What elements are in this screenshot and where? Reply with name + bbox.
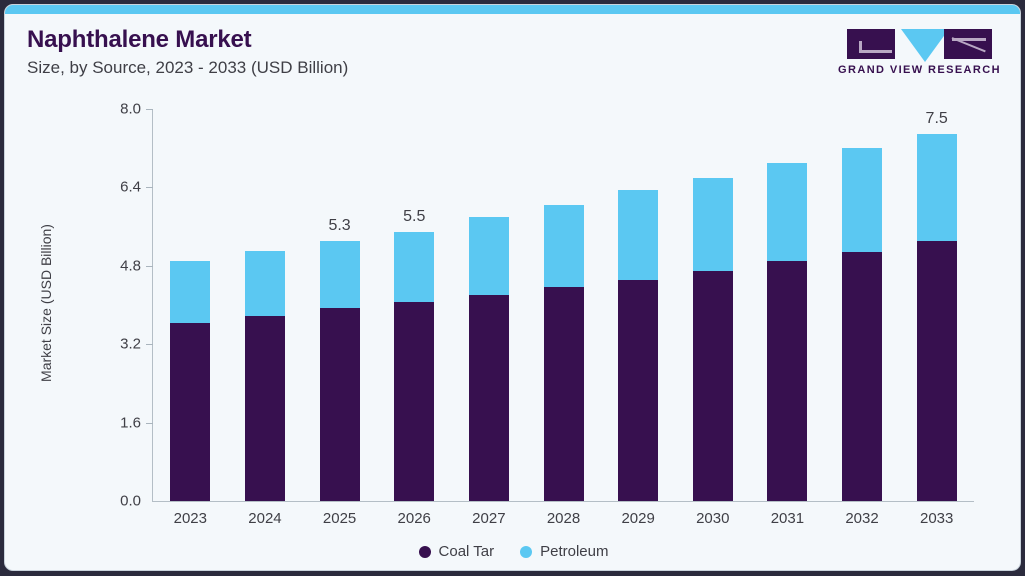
y-axis-tick-label: 3.2 xyxy=(120,335,141,353)
y-axis-tick-label: 0.0 xyxy=(120,492,141,510)
legend-swatch-icon xyxy=(520,545,533,558)
page-title: Naphthalene Market xyxy=(27,26,252,53)
x-axis-tick-label: 2025 xyxy=(322,510,357,527)
bar-group[interactable] xyxy=(468,216,509,501)
page-subtitle: Size, by Source, 2023 - 2033 (USD Billio… xyxy=(27,58,349,77)
y-axis-tick-mark xyxy=(146,265,153,267)
bar-segment-petroleum[interactable] xyxy=(618,189,659,280)
logo-g-block-icon xyxy=(847,29,895,59)
bar-segment-petroleum[interactable] xyxy=(842,148,883,252)
bar-group[interactable] xyxy=(618,189,659,501)
x-axis-tick-label: 2031 xyxy=(770,510,805,527)
y-axis-tick-label: 4.8 xyxy=(120,257,141,275)
bar-segment-coal-tar[interactable] xyxy=(319,308,360,501)
bar-segment-petroleum[interactable] xyxy=(244,251,285,316)
bar-segment-coal-tar[interactable] xyxy=(767,261,808,501)
bar-group[interactable]: 5.5 xyxy=(394,208,435,501)
x-axis-tick-label: 2028 xyxy=(546,510,581,527)
legend-item-petroleum[interactable]: Petroleum xyxy=(520,543,608,560)
x-axis-tick-label: 2026 xyxy=(397,510,431,527)
bar-segment-coal-tar[interactable] xyxy=(692,270,733,501)
legend-label: Petroleum xyxy=(540,543,609,560)
bar-segment-petroleum[interactable] xyxy=(916,133,957,242)
x-axis-tick-label: 2032 xyxy=(845,510,879,527)
bar-segment-coal-tar[interactable] xyxy=(916,241,957,501)
chart-card: Naphthalene Market Size, by Source, 2023… xyxy=(4,4,1021,571)
x-axis-tick-label: 2023 xyxy=(173,510,207,527)
y-axis-tick-mark xyxy=(146,187,153,189)
y-axis-tick-label: 6.4 xyxy=(120,178,141,196)
legend-swatch-icon xyxy=(418,545,431,558)
y-axis-tick-mark xyxy=(146,422,153,424)
bar-segment-petroleum[interactable] xyxy=(394,231,435,302)
x-axis-line xyxy=(152,501,974,502)
bar-segment-coal-tar[interactable] xyxy=(244,315,285,501)
accent-top-bar xyxy=(5,5,1020,14)
chart-plot-area: Market Size (USD Billion) 0.0 1.6 3.2 4.8 6.… xyxy=(5,5,1020,570)
bar-segment-coal-tar[interactable] xyxy=(170,322,211,501)
legend-item-coal-tar[interactable]: Coal Tar xyxy=(418,543,495,560)
bar-group[interactable] xyxy=(842,148,883,501)
y-axis-line xyxy=(152,109,153,502)
chart-legend: Coal Tar Petroleum xyxy=(5,543,1020,560)
bar-group[interactable] xyxy=(244,251,285,501)
bar-group[interactable]: 7.5 xyxy=(916,110,957,501)
x-axis-tick-label: 2029 xyxy=(621,510,655,527)
bar-group[interactable]: 5.3 xyxy=(319,217,360,501)
bar-value-label: 5.5 xyxy=(403,207,426,225)
brand-logo: GRAND VIEW RESEARCH xyxy=(837,27,1002,82)
x-axis-tick-label: 2024 xyxy=(248,510,282,527)
bar-segment-petroleum[interactable] xyxy=(170,260,211,323)
bar-segment-petroleum[interactable] xyxy=(468,216,509,295)
bar-segment-petroleum[interactable] xyxy=(543,204,584,288)
logo-r-block-icon xyxy=(944,29,992,59)
bar-value-label: 5.3 xyxy=(328,217,351,235)
bar-segment-coal-tar[interactable] xyxy=(543,287,584,501)
logo-wordmark: GRAND VIEW RESEARCH xyxy=(838,64,1001,76)
chart-header: Naphthalene Market Size, by Source, 2023… xyxy=(5,14,1020,86)
y-axis-tick-label: 1.6 xyxy=(120,414,141,432)
bar-segment-coal-tar[interactable] xyxy=(394,301,435,501)
bar-value-label: 7.5 xyxy=(925,109,948,127)
x-axis-tick-label: 2030 xyxy=(696,510,730,527)
legend-label: Coal Tar xyxy=(438,543,495,560)
bar-segment-petroleum[interactable] xyxy=(319,241,360,309)
logo-v-triangle-icon xyxy=(901,29,949,62)
x-axis-tick-label: 2027 xyxy=(472,510,506,527)
bar-group[interactable] xyxy=(767,162,808,501)
y-axis-tick-mark xyxy=(146,344,153,346)
y-axis-tick-mark xyxy=(146,109,153,110)
bar-segment-coal-tar[interactable] xyxy=(468,294,509,501)
bar-group[interactable] xyxy=(543,204,584,501)
logo-marks xyxy=(837,27,1002,62)
y-axis-title: Market Size (USD Billion) xyxy=(38,224,54,382)
bar-group[interactable] xyxy=(170,260,211,501)
y-axis-tick-label: 8.0 xyxy=(120,100,141,118)
bar-group[interactable] xyxy=(692,177,733,501)
bar-segment-coal-tar[interactable] xyxy=(618,279,659,501)
bar-segment-petroleum[interactable] xyxy=(767,162,808,262)
x-axis-tick-label: 2033 xyxy=(919,510,954,527)
bar-segment-petroleum[interactable] xyxy=(692,177,733,271)
bar-segment-coal-tar[interactable] xyxy=(842,251,883,501)
